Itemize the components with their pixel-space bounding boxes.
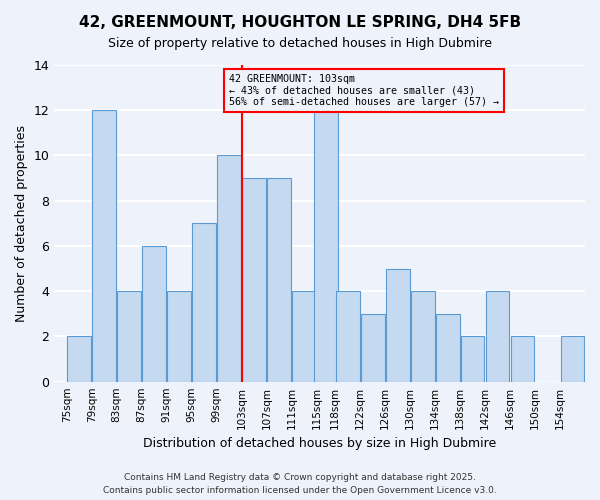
Text: 42, GREENMOUNT, HOUGHTON LE SPRING, DH4 5FB: 42, GREENMOUNT, HOUGHTON LE SPRING, DH4 … — [79, 15, 521, 30]
Text: Contains HM Land Registry data © Crown copyright and database right 2025.
Contai: Contains HM Land Registry data © Crown c… — [103, 474, 497, 495]
Bar — [267, 178, 291, 382]
Bar — [314, 110, 338, 382]
Bar — [67, 336, 91, 382]
Bar — [142, 246, 166, 382]
Bar — [560, 336, 584, 382]
Bar — [92, 110, 116, 382]
Bar — [167, 291, 191, 382]
Bar — [242, 178, 266, 382]
Bar — [217, 156, 241, 382]
Text: 42 GREENMOUNT: 103sqm
← 43% of detached houses are smaller (43)
56% of semi-deta: 42 GREENMOUNT: 103sqm ← 43% of detached … — [229, 74, 499, 107]
Bar — [336, 291, 359, 382]
Bar — [461, 336, 484, 382]
Bar — [118, 291, 141, 382]
Bar — [411, 291, 434, 382]
Y-axis label: Number of detached properties: Number of detached properties — [15, 125, 28, 322]
Bar — [192, 224, 216, 382]
X-axis label: Distribution of detached houses by size in High Dubmire: Distribution of detached houses by size … — [143, 437, 496, 450]
Text: Size of property relative to detached houses in High Dubmire: Size of property relative to detached ho… — [108, 38, 492, 51]
Bar — [361, 314, 385, 382]
Bar — [386, 268, 410, 382]
Bar — [486, 291, 509, 382]
Bar — [292, 291, 316, 382]
Bar — [436, 314, 460, 382]
Bar — [511, 336, 535, 382]
